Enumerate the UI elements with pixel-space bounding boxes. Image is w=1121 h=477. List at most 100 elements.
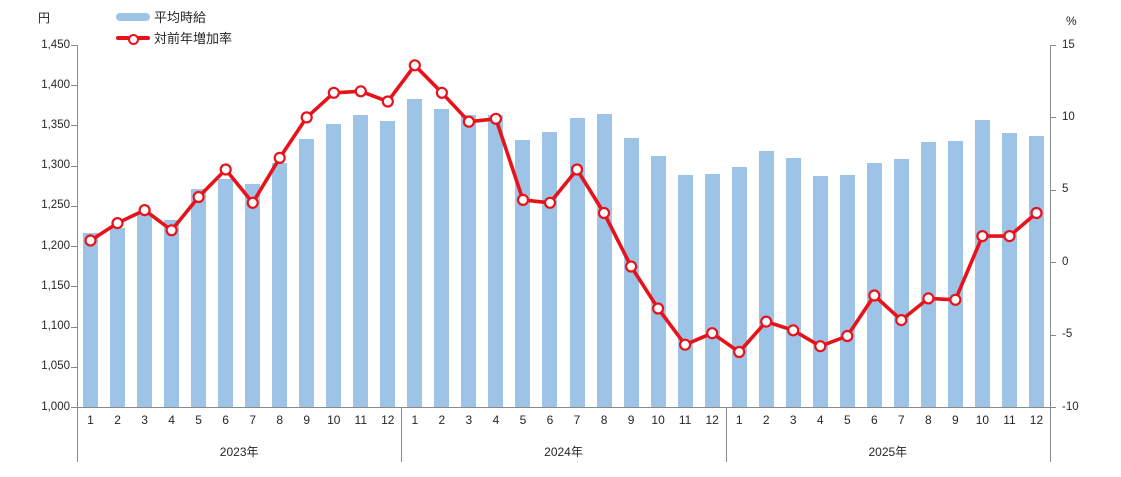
month-label: 5 [195, 413, 202, 427]
month-label: 2 [438, 413, 446, 427]
left-axis-tick-label: 1,000 [41, 400, 70, 413]
bar [461, 114, 477, 407]
year-label: 2024年 [544, 445, 583, 459]
bar [137, 213, 153, 407]
month-label: 8 [925, 413, 932, 427]
bar [542, 131, 558, 407]
rate-marker [219, 163, 232, 176]
line-marker-swatch-icon [116, 33, 150, 45]
month-label: 5 [843, 413, 851, 427]
bar [569, 118, 585, 407]
left-axis-tick-label: 1,050 [41, 360, 70, 373]
left-axis-tick-label: 1,100 [41, 320, 70, 333]
bar [110, 228, 126, 407]
bar [974, 119, 990, 407]
bar [839, 174, 855, 407]
bar [164, 219, 180, 407]
right-axis-tick [1050, 117, 1056, 119]
right-axis-tick [1050, 334, 1056, 336]
bar [893, 159, 909, 407]
left-axis-tick [71, 165, 77, 167]
bar [677, 175, 693, 407]
rate-marker [327, 86, 340, 99]
right-axis-tick-label: 10 [1062, 110, 1075, 123]
month-label: 5 [519, 413, 527, 427]
rate-marker [435, 86, 448, 99]
left-axis-tick [71, 286, 77, 288]
right-axis-tick [1050, 407, 1056, 408]
bar [83, 233, 98, 407]
bar [488, 114, 504, 407]
month-label: 8 [600, 413, 608, 427]
month-label: 4 [168, 413, 175, 427]
month-label: 1 [411, 413, 419, 427]
legend-item-wage: 平均時給 [116, 6, 232, 27]
month-label: 6 [870, 413, 878, 427]
bar [272, 163, 288, 407]
bar-swatch-icon [116, 12, 150, 21]
month-label: 6 [222, 413, 229, 427]
year-separator [401, 407, 403, 462]
left-axis-tick-label: 1,400 [41, 78, 70, 91]
bar [812, 176, 828, 407]
rate-marker [111, 217, 124, 230]
bar [434, 108, 450, 407]
month-label: 10 [651, 413, 665, 427]
left-axis-tick [71, 366, 77, 368]
year-label: 2023年 [219, 445, 259, 459]
month-label: 2 [114, 413, 121, 427]
bar [866, 163, 882, 407]
left-axis-tick [71, 125, 77, 127]
rate-marker [300, 111, 313, 124]
month-label: 10 [975, 413, 990, 427]
bar [758, 151, 774, 407]
year-separator [725, 407, 727, 462]
right-axis-tick-label: -5 [1062, 328, 1073, 341]
month-label: 7 [898, 413, 905, 427]
month-label: 9 [303, 413, 311, 427]
month-label: 10 [327, 413, 341, 427]
right-axis-tick [1050, 189, 1056, 191]
month-label: 3 [789, 413, 797, 427]
right-axis-tick-label: -10 [1062, 400, 1079, 413]
bar [1001, 133, 1017, 407]
rate-marker [273, 151, 286, 164]
left-axis-unit: 円 [38, 11, 51, 25]
rate-marker [408, 59, 421, 72]
right-axis-line [1050, 45, 1051, 407]
right-axis-tick-label: 15 [1062, 38, 1075, 51]
bar [407, 98, 423, 407]
left-axis-tick [71, 246, 77, 248]
month-label: 1 [87, 413, 94, 427]
right-axis-unit: % [1066, 14, 1077, 28]
month-label: 11 [354, 413, 368, 427]
year-separator [1050, 407, 1051, 462]
legend-label-rate: 対前年増加率 [154, 31, 233, 46]
month-label: 3 [141, 413, 148, 427]
month-label: 12 [1029, 413, 1044, 427]
bar [650, 156, 666, 407]
bar [731, 167, 747, 407]
bar [191, 188, 207, 407]
year-separator [77, 407, 78, 462]
month-label: 7 [249, 413, 257, 427]
bar [623, 138, 639, 407]
left-axis-tick [71, 85, 77, 87]
month-label: 12 [705, 413, 719, 427]
month-label: 11 [1003, 413, 1016, 427]
month-label: 11 [678, 413, 692, 427]
legend-label-wage: 平均時給 [154, 10, 207, 25]
left-axis-tick-label: 1,200 [41, 239, 70, 252]
left-axis-tick-label: 1,150 [41, 279, 70, 292]
left-axis-tick [71, 205, 77, 207]
bar [947, 140, 963, 407]
bar [1028, 135, 1044, 407]
bar [353, 114, 369, 407]
legend-item-rate: 対前年増加率 [116, 27, 232, 48]
bar [299, 139, 315, 407]
month-label: 7 [573, 413, 581, 427]
left-axis-tick-label: 1,300 [41, 159, 70, 172]
month-label: 3 [465, 413, 473, 427]
month-label: 12 [381, 413, 395, 427]
